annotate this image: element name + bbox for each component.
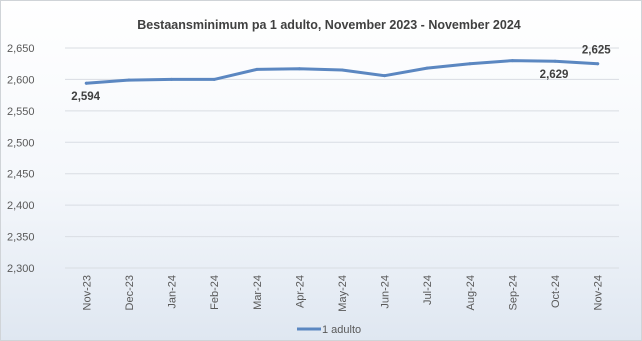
data-point: [383, 74, 387, 78]
chart-title: Bestaansminimum pa 1 adulto, November 20…: [137, 18, 521, 32]
data-point: [468, 62, 472, 66]
x-tick-label: Mar-24: [252, 275, 264, 310]
x-tick-label: Jun-24: [380, 275, 392, 309]
x-tick-label: Feb-24: [209, 275, 221, 310]
x-tick-label: Nov-24: [593, 275, 605, 310]
x-axis-ticks: Nov-23 Dec-23 Jan-24 Feb-24 Mar-24 Apr-24 May-…: [81, 275, 604, 312]
data-point: [255, 67, 259, 71]
data-point: [84, 81, 88, 85]
x-tick-label: Oct-24: [550, 275, 562, 308]
data-label: 2,629: [540, 69, 569, 81]
data-point: [212, 77, 216, 81]
y-axis-ticks: 2,300 2,350 2,400 2,450 2,500 2,550 2,600 2,650: [7, 43, 35, 275]
series-lines: [84, 59, 600, 85]
y-tick-label: 2,650: [7, 43, 35, 55]
legend: 1 adulto: [297, 324, 361, 336]
data-point: [510, 59, 514, 63]
x-tick-label: Nov-23: [81, 275, 93, 310]
y-tick-label: 2,600: [7, 74, 35, 86]
x-tick-label: Aug-24: [465, 275, 477, 310]
x-tick-label: Apr-24: [294, 275, 306, 308]
data-label: 2,625: [582, 45, 611, 57]
x-tick-label: Jan-24: [167, 275, 179, 309]
data-point: [553, 59, 557, 63]
y-tick-label: 2,400: [7, 200, 35, 212]
x-tick-label: Dec-23: [124, 275, 136, 310]
data-label: 2,594: [71, 91, 100, 103]
data-point: [170, 77, 174, 81]
y-tick-label: 2,450: [7, 169, 35, 181]
y-tick-label: 2,500: [7, 137, 35, 149]
x-tick-label: Jul-24: [422, 275, 434, 305]
data-labels: 2,594 2,629 2,625: [71, 45, 611, 103]
data-point: [340, 68, 344, 72]
data-point: [425, 66, 429, 70]
y-tick-label: 2,300: [7, 263, 35, 275]
data-point: [596, 62, 600, 66]
data-point: [297, 67, 301, 71]
x-tick-label: Sep-24: [507, 275, 519, 310]
data-point: [127, 78, 131, 82]
x-tick-label: May-24: [337, 275, 349, 312]
y-tick-label: 2,350: [7, 232, 35, 244]
y-tick-label: 2,550: [7, 106, 35, 118]
legend-label: 1 adulto: [322, 324, 361, 336]
